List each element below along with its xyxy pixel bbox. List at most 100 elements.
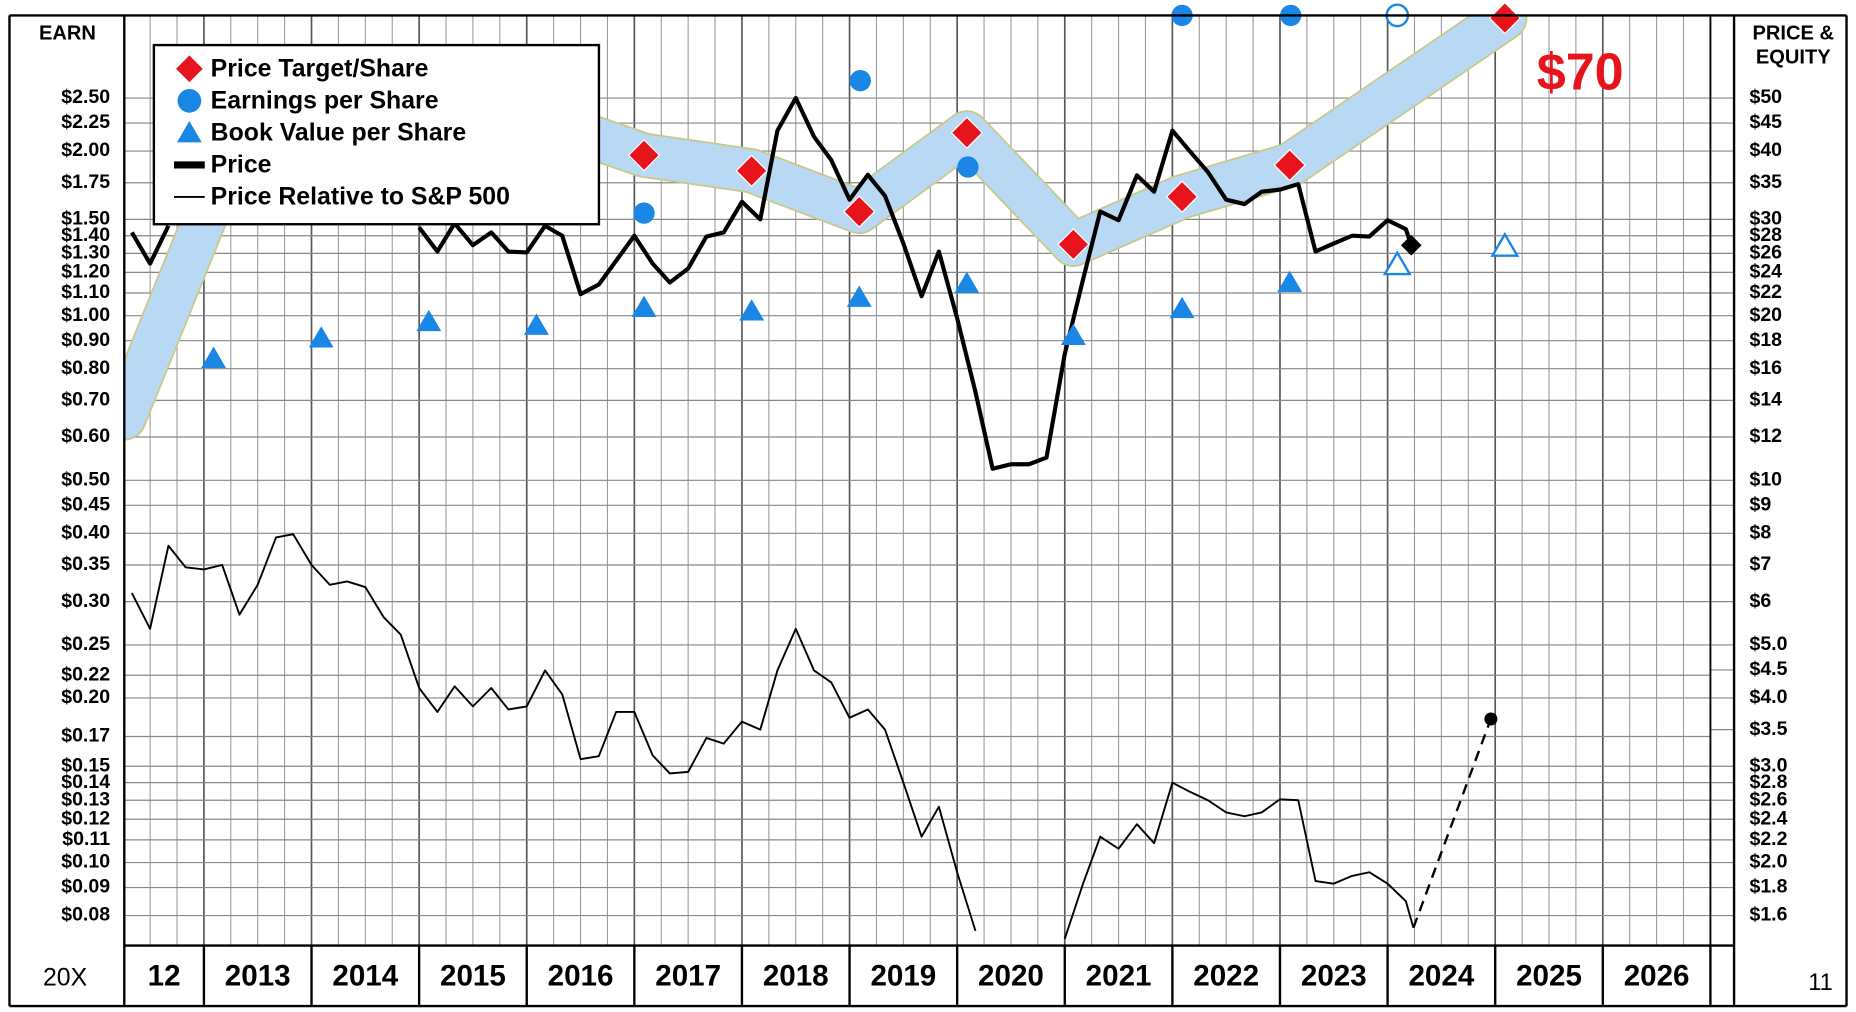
legend-symbol <box>176 121 202 143</box>
diamond-marker <box>1273 148 1306 182</box>
y2-tick-label: $2.0 <box>1749 851 1787 873</box>
right-axis-label: EQUITY <box>1756 46 1831 68</box>
y-tick-label: $0.14 <box>61 771 110 793</box>
x-tick-label: 2013 <box>225 959 291 992</box>
y-tick-label: $0.09 <box>61 876 110 898</box>
y-tick-label: $0.40 <box>61 521 110 543</box>
y2-tick-label: $4.0 <box>1749 686 1787 708</box>
left-axis-label: EARN <box>39 23 96 45</box>
y-tick-label: $0.70 <box>61 389 110 411</box>
x-tick-label: 2016 <box>548 959 614 992</box>
y2-tick-label: $16 <box>1749 357 1782 379</box>
y2-tick-label: $18 <box>1749 329 1782 351</box>
diamond-marker <box>843 195 876 228</box>
y-tick-label: $2.00 <box>61 139 110 161</box>
y-tick-label: $0.35 <box>61 553 110 575</box>
y2-tick-label: $10 <box>1749 468 1782 490</box>
frame <box>8 14 1848 1008</box>
y-tick-label: $0.50 <box>61 468 110 490</box>
legend-label: Price Relative to S&P 500 <box>211 183 510 211</box>
grid: $2.50 $2.25 $2.00 $1.75 $1.50$1.40$1.30$1.20… <box>61 15 1788 1007</box>
y-tick-label: $0.20 <box>61 686 110 708</box>
triangle-marker <box>1490 231 1520 257</box>
y2-tick-label: $2.6 <box>1749 788 1787 810</box>
x-tick-label: 2018 <box>763 959 829 992</box>
y2-tick-label: $20 <box>1749 304 1782 326</box>
circle-marker <box>633 202 655 224</box>
y2-tick-label: $1.6 <box>1749 904 1787 926</box>
legend-label: Price Target/Share <box>211 55 429 83</box>
x-tick-label: 2015 <box>440 959 506 992</box>
y2-tick-label: $26 <box>1749 242 1782 264</box>
triangle-marker <box>308 326 334 348</box>
x-tick-label: 2021 <box>1086 959 1152 992</box>
triangle-marker <box>846 285 872 307</box>
projection-line <box>1412 718 1492 929</box>
y-tick-label: $0.10 <box>61 851 110 873</box>
y-tick-label: $1.20 <box>61 261 110 283</box>
triangle-marker <box>416 309 442 332</box>
y-tick-label: $0.60 <box>61 425 110 447</box>
diamond-marker <box>950 116 984 150</box>
y-tick-label: $1.50 <box>61 208 110 230</box>
y-tick-label: $0.22 <box>61 663 110 685</box>
triangle-marker <box>1169 296 1195 319</box>
diamond-marker <box>627 138 661 172</box>
triangle-marker <box>1060 323 1086 345</box>
y-tick-label: $2.50 <box>61 86 110 108</box>
y2-tick-label: $28 <box>1749 224 1782 246</box>
circle-marker <box>957 156 979 178</box>
x-tick-label: 2014 <box>332 959 398 992</box>
y-tick-label: $0.13 <box>61 788 110 810</box>
y-tick-label: $0.80 <box>61 357 110 379</box>
y-tick-label: $0.45 <box>61 493 110 515</box>
y2-tick-label: $22 <box>1749 281 1782 303</box>
relative-line <box>131 533 1415 940</box>
y-tick-label: $1.10 <box>61 281 110 303</box>
projection-end-dot <box>1484 712 1498 726</box>
y-tick-label: $0.30 <box>61 590 110 612</box>
legend: Price Target/Share Earnings per Share Book… <box>152 43 601 226</box>
triangle-marker <box>1382 250 1412 276</box>
y2-tick-label: $24 <box>1749 261 1782 283</box>
legend-box <box>152 43 601 226</box>
legend-symbol <box>177 88 202 113</box>
y-tick-label: $0.08 <box>61 904 110 926</box>
triangle-marker <box>523 313 549 335</box>
y-tick-label: $0.25 <box>61 633 110 655</box>
y2-tick-label: $5.0 <box>1749 633 1787 655</box>
y-tick-label: $0.12 <box>61 807 110 829</box>
diamond-marker <box>735 154 768 188</box>
y2-tick-label: $35 <box>1749 171 1782 193</box>
diamond-marker <box>1165 180 1199 213</box>
y2-tick-label: $2.8 <box>1749 771 1787 793</box>
diamond-marker <box>1488 1 1522 35</box>
y-tick-label: $1.40 <box>61 224 110 246</box>
y-tick-label: $0.90 <box>61 329 110 351</box>
footer-left: 20X <box>43 963 88 991</box>
x-tick-label: 2025 <box>1516 959 1582 992</box>
footer-right: 11 <box>1808 970 1833 996</box>
y2-tick-label: $12 <box>1749 425 1782 447</box>
y-tick-label: $1.30 <box>61 242 110 264</box>
legend-label: Price <box>211 151 272 179</box>
y2-tick-label: $7 <box>1749 553 1771 575</box>
circle-marker <box>849 69 871 92</box>
y-tick-label: $1.75 <box>61 171 110 193</box>
right-axis-label: PRICE & <box>1752 23 1834 45</box>
labels: EARN PRICE & EQUITY 20X 11 $70 <box>39 23 1834 996</box>
triangle-marker <box>1277 270 1303 292</box>
markers <box>201 1 1522 726</box>
annotation: $70 <box>1537 44 1624 102</box>
y2-tick-label: $45 <box>1749 111 1782 133</box>
y-tick-label: $0.11 <box>62 828 110 850</box>
triangle-marker <box>954 271 980 293</box>
y2-tick-label: $40 <box>1749 139 1782 161</box>
legend-label: Book Value per Share <box>211 119 466 147</box>
y2-tick-label: $50 <box>1749 86 1782 108</box>
y2-tick-label: $2.2 <box>1749 828 1787 850</box>
y2-tick-label: $3.5 <box>1749 718 1787 740</box>
y-tick-label: $1.00 <box>61 304 110 326</box>
